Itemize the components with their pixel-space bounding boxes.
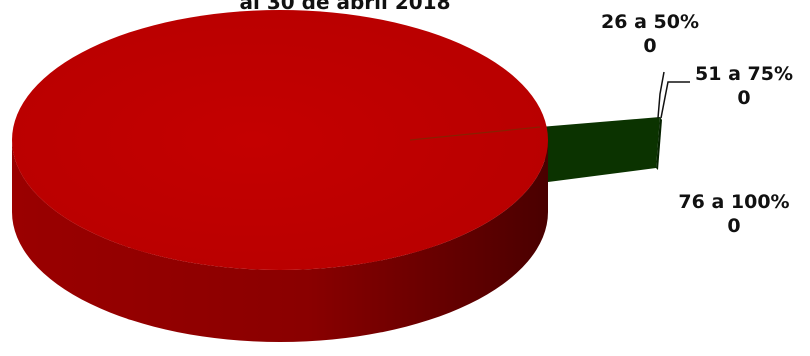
label-76-100-value: 0 [664, 214, 804, 238]
label-26-50: 26 a 50% 0 [590, 10, 710, 58]
label-51-75: 51 a 75% 0 [684, 62, 804, 110]
label-26-50-value: 0 [590, 34, 710, 58]
slice-exploded-top [540, 117, 660, 182]
label-26-50-category: 26 a 50% [590, 10, 710, 34]
label-76-100: 76 a 100% 0 [664, 190, 804, 238]
slice-main-top [12, 10, 548, 270]
label-51-75-category: 51 a 75% [684, 62, 804, 86]
label-76-100-category: 76 a 100% [664, 190, 804, 214]
label-51-75-value: 0 [684, 86, 804, 110]
